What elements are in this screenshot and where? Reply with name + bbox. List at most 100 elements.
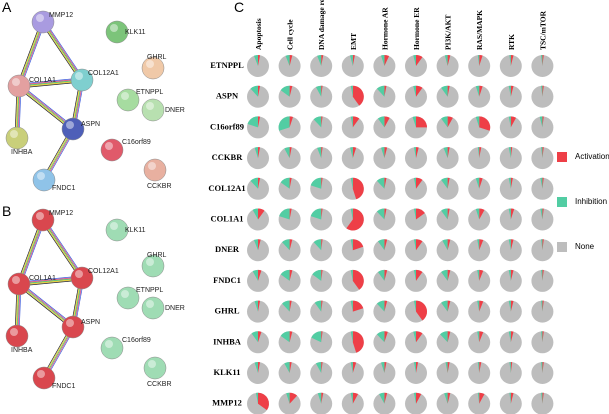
edge — [17, 219, 43, 284]
pie-slice — [477, 392, 480, 404]
node-label: FNDC1 — [52, 383, 75, 390]
pie-slice — [315, 85, 322, 97]
edge — [20, 22, 46, 87]
pie-slice — [508, 331, 511, 343]
legend-label: None — [575, 242, 595, 251]
pie-slice — [352, 177, 364, 200]
node-highlight — [146, 102, 154, 110]
node-label: C16orf89 — [122, 337, 151, 344]
node-label: INHBA — [11, 149, 33, 156]
pie-slice — [258, 177, 261, 189]
pie-slice — [447, 85, 450, 97]
pie-slice — [376, 208, 385, 220]
pie-slice — [542, 85, 544, 97]
pie-slice — [312, 269, 322, 281]
pie-slice — [247, 116, 258, 128]
pie-slice — [510, 331, 514, 343]
column-label: Hormone ER — [412, 7, 421, 50]
row-label: C16orf89 — [210, 121, 244, 131]
pie-slice — [510, 208, 515, 220]
pie-slice — [510, 362, 513, 373]
node-highlight — [146, 60, 154, 68]
pie-slice — [447, 269, 451, 281]
legend-label: Activation — [575, 152, 609, 161]
pie-background — [436, 239, 459, 262]
pie-slice — [508, 239, 511, 251]
pie-slice — [510, 147, 513, 159]
edge — [42, 219, 83, 279]
pie-matrix: Apoptosis Cell cycle DNA damage response EM… — [208, 0, 609, 414]
pie-slice — [541, 55, 543, 66]
pie-slice — [542, 239, 544, 251]
node-highlight — [66, 121, 74, 129]
pie-slice — [313, 239, 322, 251]
pie-slice — [447, 208, 450, 220]
node — [141, 56, 165, 80]
pie-slice — [251, 331, 258, 343]
pie-slice — [442, 239, 448, 251]
node-label: GHRL — [147, 252, 167, 259]
pie-background — [499, 239, 522, 262]
pie-slice — [280, 331, 290, 343]
pie-slice — [384, 55, 390, 66]
pie-slice — [321, 55, 324, 66]
pie-slice — [254, 362, 258, 373]
node — [5, 126, 29, 150]
pie-slice — [510, 239, 514, 251]
node-highlight — [12, 78, 20, 86]
pie-slice — [479, 362, 482, 373]
pie-slice — [508, 208, 511, 220]
node-label: ASPN — [81, 319, 100, 326]
node — [105, 20, 129, 44]
pie-slice — [350, 116, 353, 128]
pie-slice — [479, 331, 484, 343]
pie-slice — [541, 300, 543, 312]
edge — [19, 84, 74, 129]
pie-slice — [352, 116, 360, 128]
legend-label: Inhibition — [575, 197, 607, 206]
pie-slice — [350, 392, 353, 404]
pie-slice — [289, 177, 292, 189]
pie-slice — [445, 362, 448, 373]
row-label: COL12A1 — [208, 183, 245, 193]
pie-slice — [416, 362, 419, 373]
row-label: INHBA — [213, 336, 242, 346]
pie-slice — [508, 147, 511, 159]
node-highlight — [148, 360, 156, 368]
pie-slice — [542, 362, 544, 373]
pie-slice — [350, 300, 353, 312]
pie-slice — [258, 300, 261, 312]
pie-slice — [413, 147, 416, 159]
pie-slice — [289, 55, 293, 66]
pie-slice — [475, 116, 480, 128]
edge — [18, 284, 73, 329]
pie-slice — [413, 362, 416, 373]
pie-slice — [475, 177, 480, 189]
node-highlight — [105, 142, 113, 150]
pie-slice — [252, 208, 258, 220]
pie-slice — [440, 331, 448, 343]
pie-slice — [509, 55, 511, 66]
pie-slice — [282, 300, 290, 312]
pie-slice — [282, 239, 290, 251]
pie-slice — [321, 147, 323, 159]
pie-slice — [441, 208, 448, 220]
pie-slice — [310, 177, 322, 189]
node-label: KLK11 — [125, 227, 146, 234]
pie-slice — [542, 300, 544, 312]
pie-background — [405, 239, 427, 262]
node — [31, 10, 55, 34]
edge — [18, 21, 44, 87]
column-label: Cell cycle — [286, 19, 295, 50]
pie-slice — [541, 85, 543, 97]
pie-slice — [381, 55, 385, 66]
row-label: GHRL — [214, 306, 239, 316]
pie-slice — [443, 147, 448, 159]
pie-slice — [413, 85, 416, 97]
pie-slice — [444, 392, 448, 404]
pie-slice — [508, 269, 511, 281]
pie-slice — [510, 269, 514, 281]
pie-slice — [280, 269, 290, 281]
pie-slice — [441, 269, 448, 281]
